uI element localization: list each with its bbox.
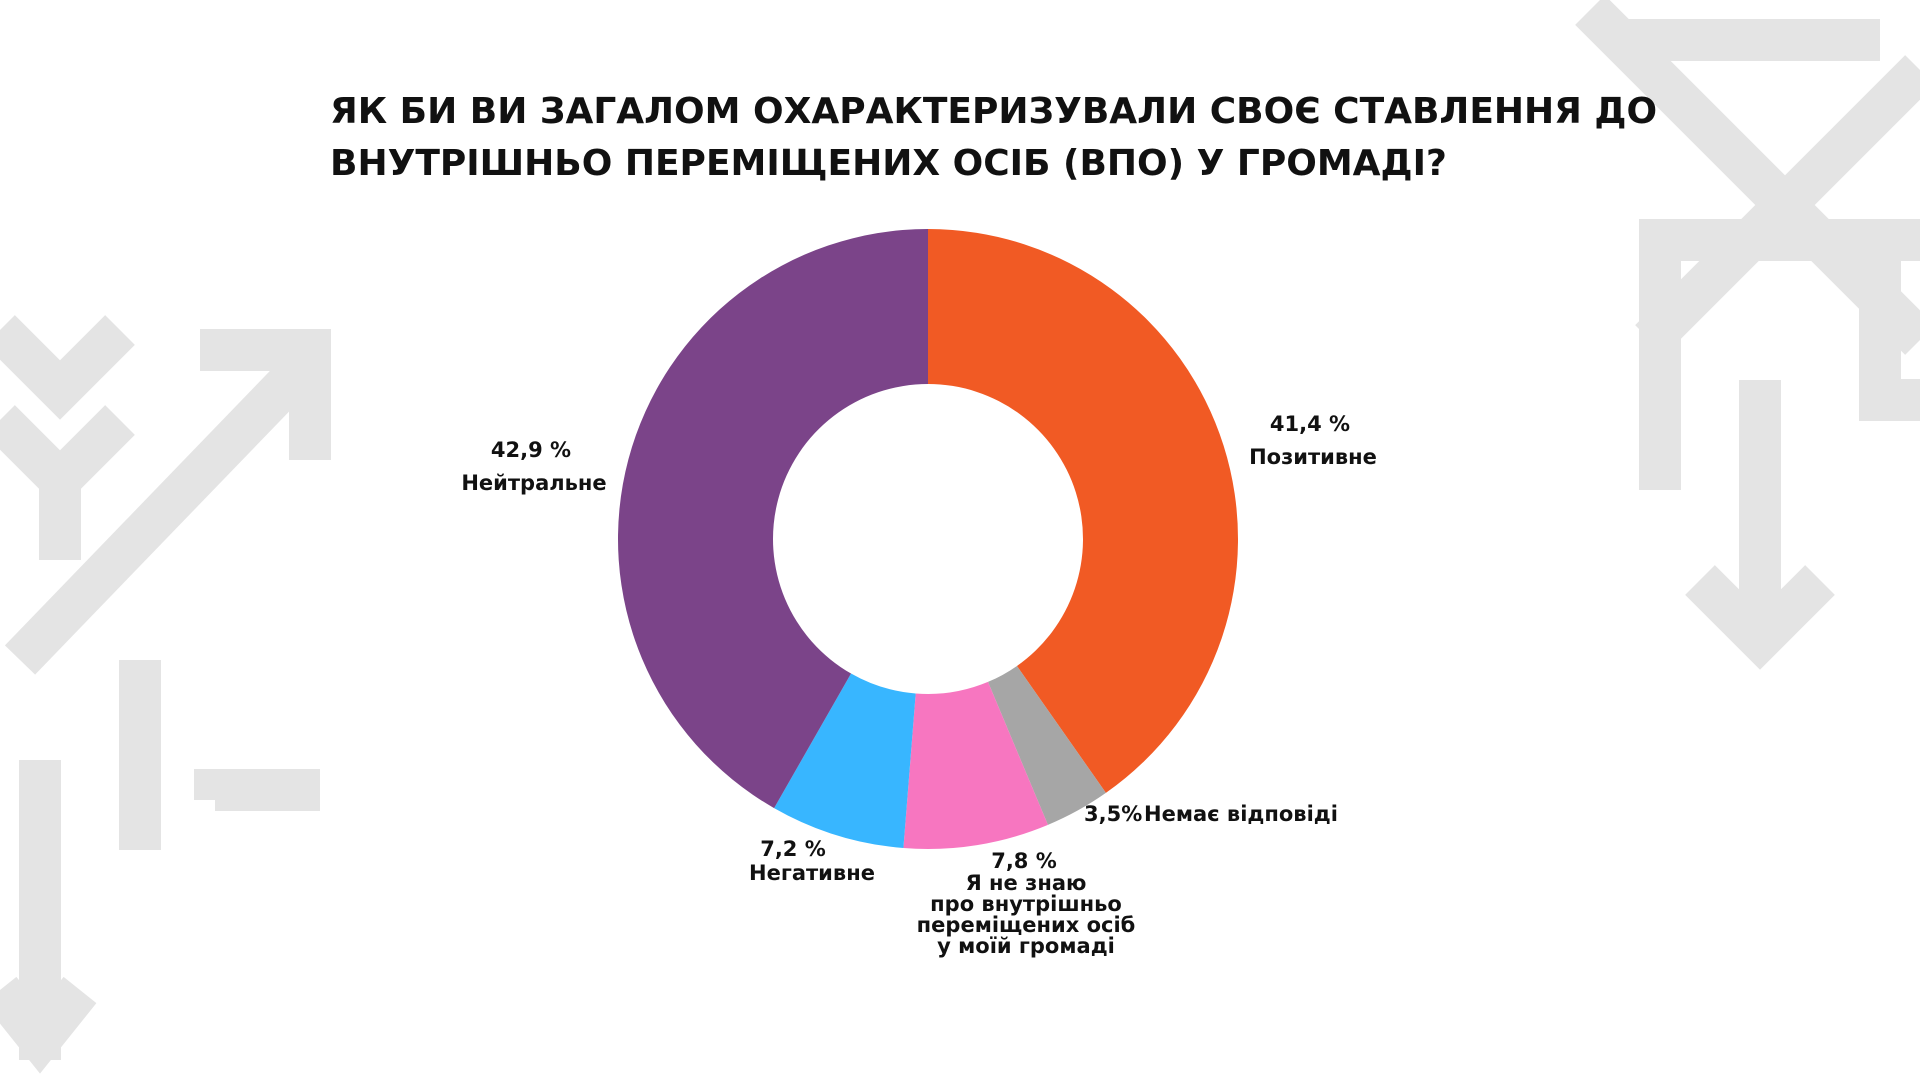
- donut-slice: [618, 229, 928, 809]
- category-label: Негативне: [749, 861, 875, 885]
- donut-slice: [903, 681, 1048, 850]
- value-label: 7,8 %: [991, 849, 1057, 873]
- value-label: 42,9 %: [490, 438, 572, 462]
- category-label: Я не знаю про внутрішньо переміщених осі…: [916, 871, 1136, 958]
- category-label: Немає відповіді: [1144, 802, 1338, 826]
- donut-slice: [774, 673, 916, 849]
- donut-slice: [928, 229, 1238, 793]
- value-label: 41,4 %: [1269, 412, 1351, 436]
- category-label: Позитивне: [1249, 445, 1377, 469]
- donut-slice: [987, 665, 1106, 825]
- chart-title: ЯК БИ ВИ ЗАГАЛОМ ОХАРАКТЕРИЗУВАЛИ СВОЄ С…: [330, 91, 1658, 184]
- category-label: Нейтральне: [461, 471, 607, 495]
- value-label: 3,5%: [1084, 802, 1143, 826]
- value-label: 7,2 %: [760, 837, 826, 861]
